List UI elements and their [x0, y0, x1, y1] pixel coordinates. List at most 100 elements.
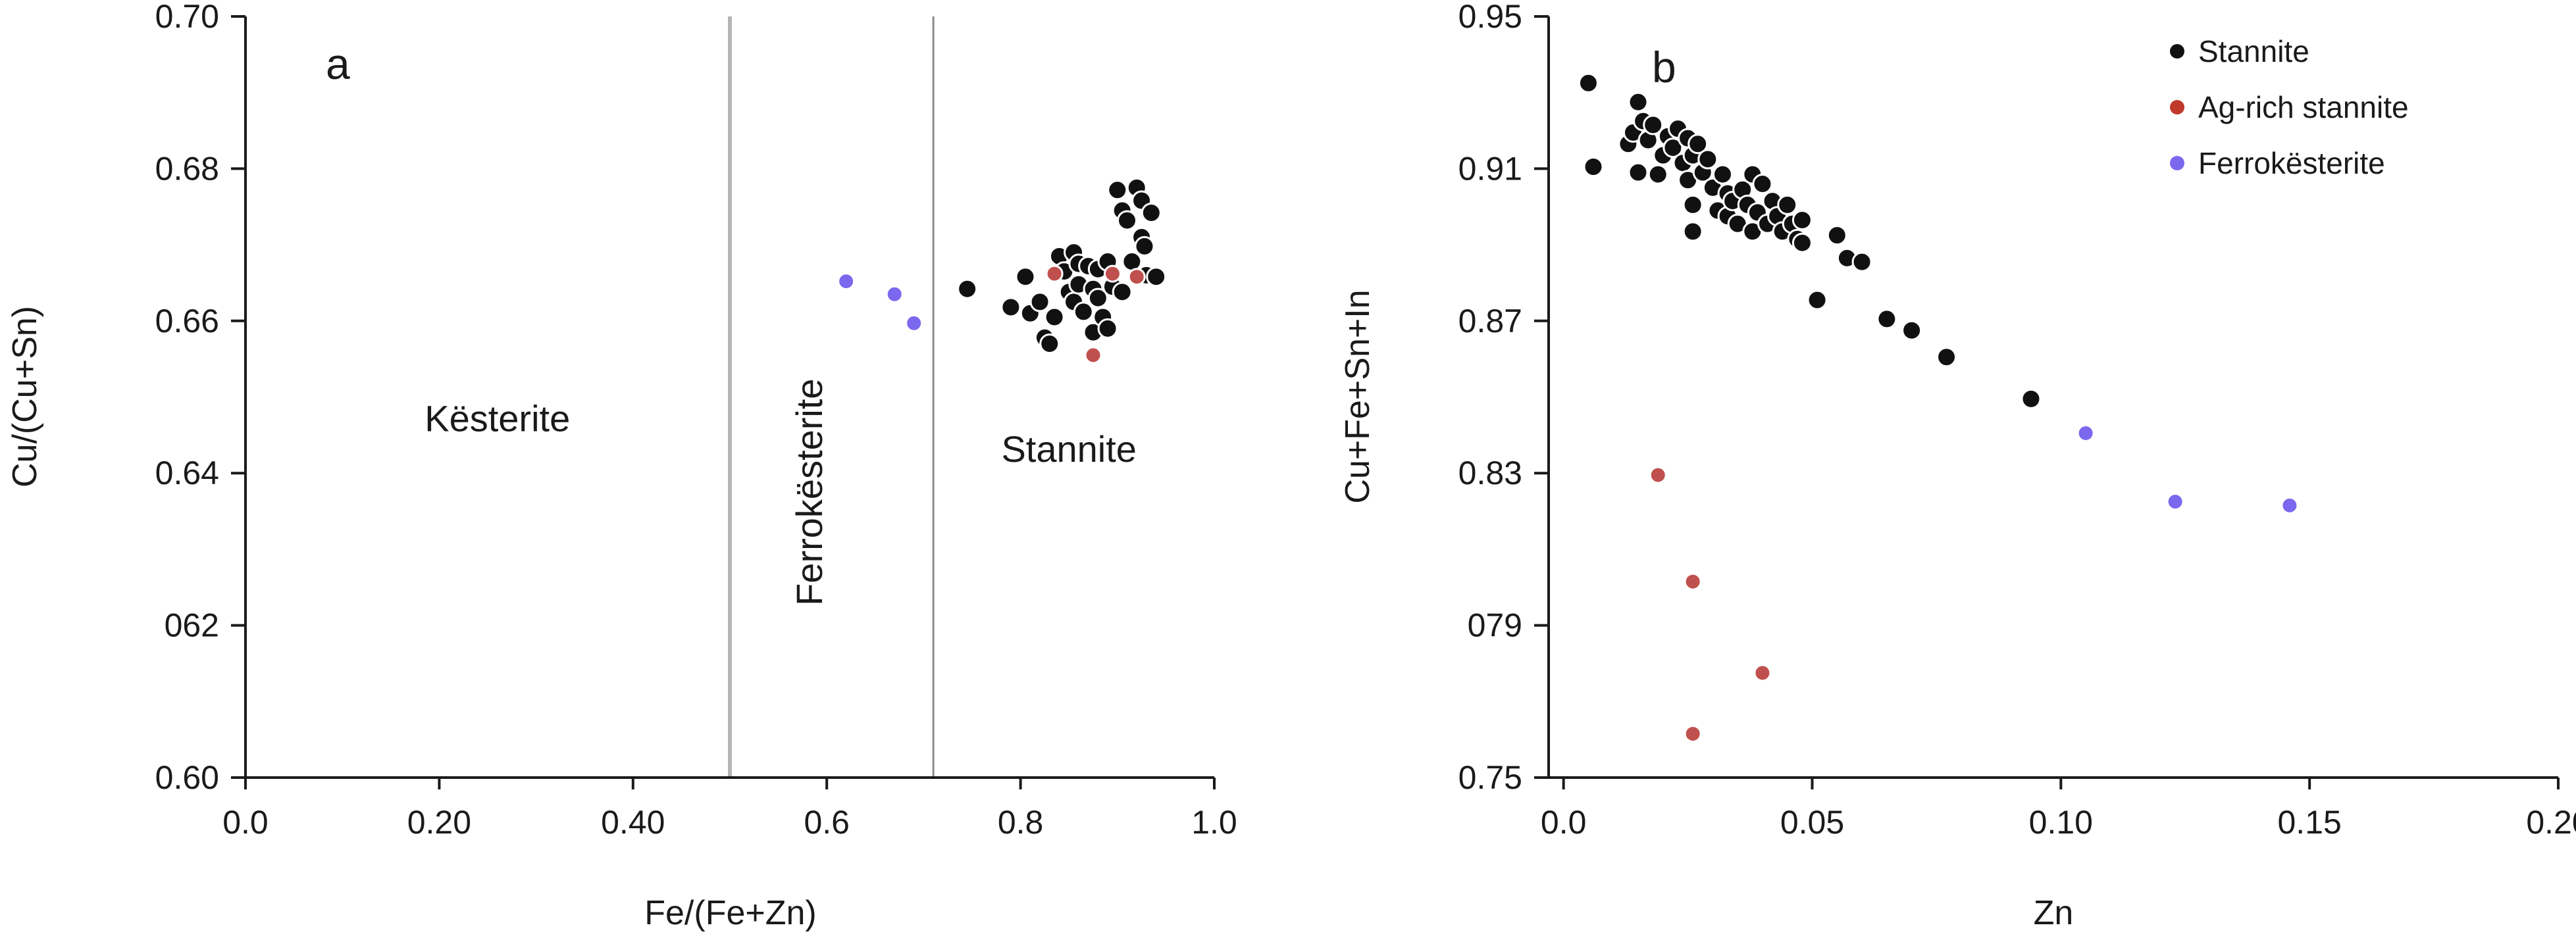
region-label-stannite: Stannite: [1001, 428, 1137, 470]
point-stannite: [1647, 164, 1668, 185]
point-stannite: [1697, 149, 1718, 170]
y-tick-label: 0.66: [155, 303, 219, 339]
point-stannite: [1073, 301, 1094, 322]
point-stannite: [1117, 210, 1138, 231]
point-stannite: [1662, 137, 1684, 159]
x-tick-label: 1.0: [1191, 804, 1237, 841]
point-stannite: [1901, 320, 1922, 341]
point-ag-rich-stannite: [1684, 572, 1702, 591]
legend-label-ag-rich-stannite: Ag-rich stannite: [2198, 90, 2409, 124]
x-tick-label: 0.10: [2029, 804, 2093, 841]
point-stannite: [1687, 134, 1709, 155]
point-stannite: [1146, 266, 1167, 287]
x-tick-label: 0.05: [1780, 804, 1844, 841]
points-b: [1578, 72, 2299, 743]
point-stannite: [1097, 318, 1118, 339]
region-dividers-a: [728, 16, 935, 778]
point-stannite: [1712, 164, 1733, 185]
y-tick-label: 0.91: [1458, 150, 1522, 187]
y-tick-label: 0.64: [155, 455, 219, 491]
legend-marker-stannite: [2170, 44, 2184, 59]
point-stannite: [1777, 194, 1798, 215]
x-tick-label: 0.8: [998, 804, 1044, 841]
x-axis-title-b: Zn: [2034, 894, 2074, 932]
x-tick-label: 0.6: [804, 804, 850, 841]
points-a: [837, 177, 1167, 364]
point-ag-rich-stannite: [1649, 466, 1667, 484]
y-tick-label: 0.83: [1458, 455, 1522, 491]
y-axis-title-a: Cu/(Cu+Sn): [6, 306, 44, 487]
legend-label-ferrokesterite: Ferrokësterite: [2198, 146, 2385, 180]
point-stannite: [1851, 251, 1872, 272]
y-tick-label: 0.95: [1458, 0, 1522, 35]
y-ticks-a: 0.60 062 0.64 0.66 0.68 0.70: [155, 0, 245, 796]
point-stannite: [1044, 307, 1065, 328]
y-tick-label: 079: [1468, 607, 1522, 644]
y-tick-label: 0.60: [155, 759, 219, 796]
point-stannite: [1682, 194, 1703, 215]
point-stannite: [1876, 309, 1897, 330]
x-tick-label: 0.0: [222, 804, 269, 841]
legend-b: Stannite Ag-rich stannite Ferrokësterite: [2170, 34, 2409, 180]
point-ag-rich-stannite: [1103, 264, 1121, 283]
point-stannite: [1578, 72, 1599, 93]
point-stannite: [1936, 347, 1957, 368]
point-ag-rich-stannite: [1127, 268, 1146, 286]
point-stannite: [1791, 209, 1813, 230]
point-ferrokesterite: [905, 314, 923, 332]
point-ag-rich-stannite: [1084, 346, 1102, 364]
point-ferrokesterite: [2166, 493, 2184, 511]
point-stannite: [1826, 225, 1847, 246]
x-tick-label: 0.0: [1541, 804, 1587, 841]
x-tick-label: 0.20: [2526, 804, 2576, 841]
x-axis-title-a: Fe/(Fe+Zn): [644, 894, 817, 932]
point-stannite: [1643, 114, 1664, 136]
point-stannite: [1000, 297, 1021, 318]
x-tick-label: 0.20: [407, 804, 471, 841]
x-tick-label: 0.40: [601, 804, 665, 841]
y-axis-title-b: Cu+Fe+Sn+In: [1339, 289, 1377, 503]
x-ticks-a: 0.0 0.20 0.40 0.6 0.8 1.0: [222, 778, 1237, 841]
point-stannite: [1112, 282, 1133, 303]
x-ticks-b: 0.0 0.05 0.10 0.15 0.20: [1541, 778, 2576, 841]
point-stannite: [1107, 180, 1128, 201]
point-ag-rich-stannite: [1684, 724, 1702, 743]
panel-label-a: a: [326, 39, 350, 88]
y-tick-label: 0.87: [1458, 303, 1522, 339]
point-stannite: [1134, 236, 1155, 257]
legend-marker-ferrokesterite: [2170, 156, 2184, 170]
point-stannite: [957, 278, 978, 299]
point-ferrokesterite: [2076, 424, 2095, 442]
point-ferrokesterite: [837, 272, 856, 291]
point-stannite: [1029, 291, 1050, 312]
y-tick-label: 0.68: [155, 150, 219, 187]
region-label-ferrokesterite: Ferrokësterite: [788, 378, 830, 605]
point-stannite: [1628, 162, 1649, 183]
panel-label-b: b: [1652, 43, 1676, 91]
point-stannite: [1807, 289, 1828, 311]
y-tick-label: 0.70: [155, 0, 219, 35]
point-stannite: [2021, 388, 2042, 409]
region-label-kesterite: Kësterite: [425, 398, 570, 439]
point-stannite: [1752, 174, 1773, 195]
y-ticks-b: 0.75 079 0.83 0.87 0.91 0.95: [1458, 0, 1549, 796]
point-ag-rich-stannite: [1045, 264, 1064, 283]
point-stannite: [1121, 251, 1143, 272]
point-ag-rich-stannite: [1753, 664, 1772, 682]
point-ferrokesterite: [885, 285, 904, 303]
point-stannite: [1015, 266, 1036, 287]
point-stannite: [1039, 334, 1060, 355]
y-tick-label: 062: [165, 607, 219, 644]
point-stannite: [1583, 157, 1604, 178]
x-tick-label: 0.15: [2278, 804, 2342, 841]
legend-label-stannite: Stannite: [2198, 34, 2309, 68]
point-stannite: [1141, 203, 1162, 224]
point-stannite: [1087, 287, 1108, 309]
legend-marker-ag-rich-stannite: [2170, 100, 2184, 114]
point-stannite: [1791, 232, 1813, 253]
point-ferrokesterite: [2280, 496, 2299, 514]
region-labels-a: Kësterite Ferrokësterite Stannite: [425, 378, 1137, 605]
